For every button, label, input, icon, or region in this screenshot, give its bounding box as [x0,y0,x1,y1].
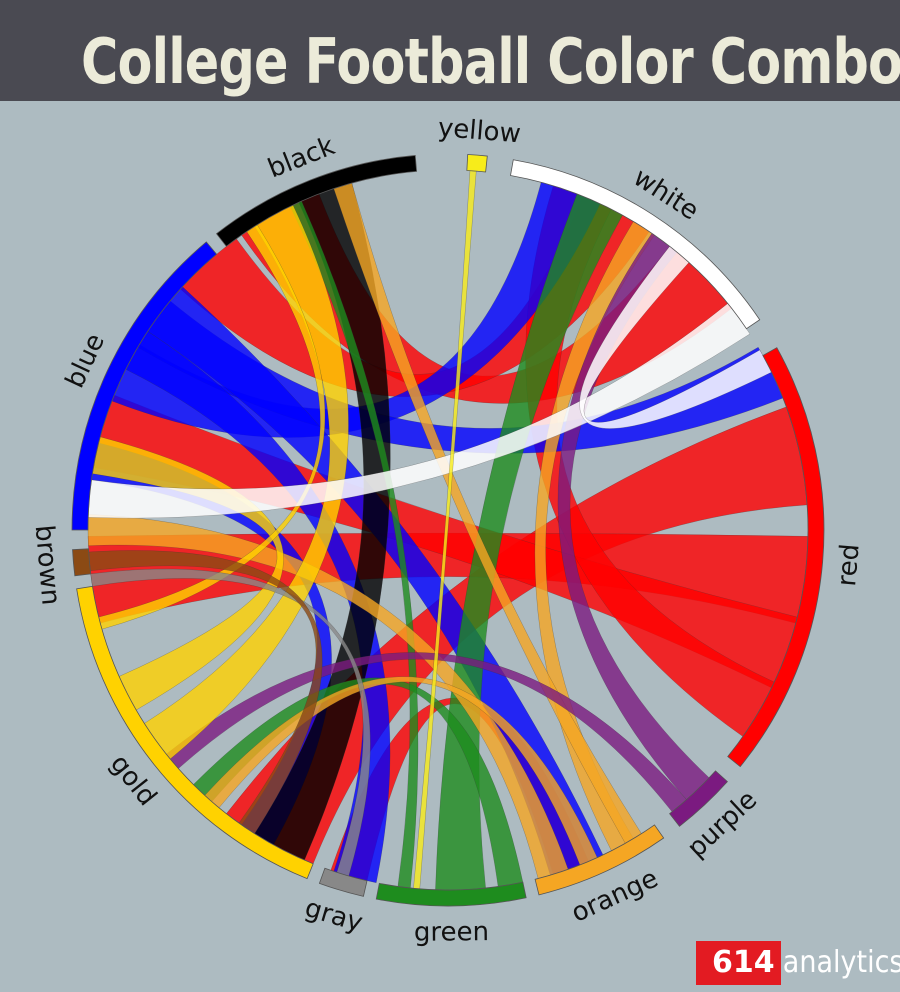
group-arc-brown [73,549,91,576]
logo-number: 614 [696,941,781,985]
group-label-green: green [414,917,489,948]
group-label-brown: brown [29,524,66,607]
brand-logo: 614 analytics [696,941,900,985]
group-arc-yellow [467,155,487,172]
ribbon-layer [88,171,808,890]
group-label-yellow: yellow [437,113,522,149]
group-label-red: red [832,543,866,588]
group-label-gray: gray [301,893,366,938]
logo-word: analytics [781,941,900,985]
